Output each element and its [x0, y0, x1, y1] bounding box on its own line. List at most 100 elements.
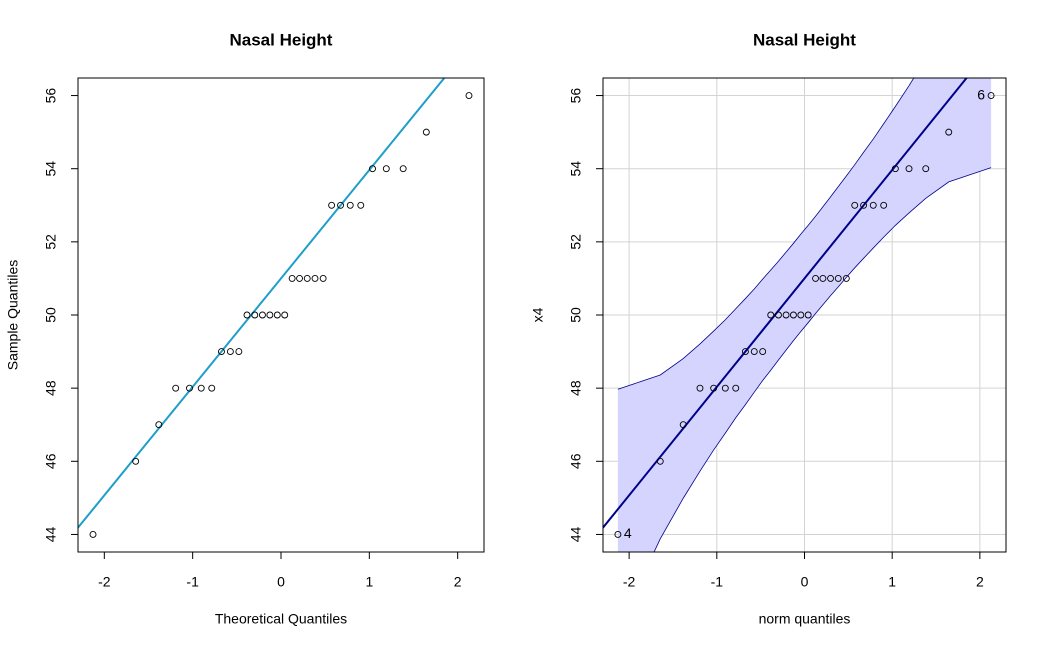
- data-point: [782, 311, 790, 319]
- envelope-upper: [617, 78, 915, 390]
- x-tick-label: -1: [186, 574, 199, 590]
- data-point: [812, 274, 819, 282]
- data-point: [905, 165, 913, 173]
- data-point: [819, 274, 827, 282]
- y-tick-label: 48: [568, 380, 584, 396]
- x-axis-label: norm quantiles: [759, 611, 851, 627]
- data-point: [750, 348, 758, 356]
- y-tick-label: 50: [43, 307, 59, 323]
- data-point: [775, 311, 782, 319]
- y-tick-label: 56: [43, 88, 59, 104]
- y-tick-label: 48: [43, 380, 59, 396]
- data-point: [465, 92, 473, 100]
- data-point: [891, 165, 899, 173]
- x-tick-label: 0: [277, 574, 285, 590]
- data-point: [172, 384, 180, 392]
- data-point: [797, 311, 805, 319]
- data-point: [319, 274, 327, 282]
- data-point: [155, 421, 163, 429]
- envelope-lower: [653, 167, 992, 552]
- data-point: [266, 311, 274, 319]
- x-tick-label: -2: [98, 574, 111, 590]
- data-point: [422, 128, 430, 136]
- data-point: [827, 274, 834, 282]
- data-point: [987, 92, 995, 100]
- x-tick-label: 1: [365, 574, 373, 590]
- y-axis-label: Sample Quantiles: [5, 260, 21, 371]
- data-point: [89, 530, 97, 538]
- data-point: [842, 274, 850, 282]
- data-point: [382, 165, 390, 173]
- data-point: [399, 165, 407, 173]
- data-point: [303, 274, 311, 282]
- data-point: [226, 348, 234, 356]
- data-point: [710, 384, 718, 392]
- data-point: [197, 384, 205, 392]
- data-point: [243, 311, 251, 319]
- data-point: [369, 165, 376, 173]
- data-point: [656, 457, 664, 465]
- x-tick-label: -1: [711, 574, 724, 590]
- data-point: [208, 384, 216, 392]
- x-axis-label: Theoretical Quantiles: [215, 611, 347, 627]
- data-point: [834, 274, 842, 282]
- x-tick-label: 2: [454, 574, 462, 590]
- data-point: [922, 165, 930, 173]
- plot-area: [78, 78, 446, 529]
- x-tick-label: 0: [801, 574, 809, 590]
- y-tick-label: 44: [43, 526, 59, 542]
- data-point: [132, 457, 140, 465]
- x-tick-label: -2: [623, 574, 636, 590]
- y-tick-label: 44: [568, 526, 584, 542]
- data-point: [880, 201, 888, 209]
- data-point: [337, 201, 344, 209]
- y-tick-label: 56: [568, 88, 584, 104]
- reference-line: [78, 78, 446, 529]
- data-point: [851, 201, 859, 209]
- panel: Nasal Height Theoretical Quantiles Sample …: [5, 30, 485, 627]
- y-tick-label: 52: [568, 234, 584, 250]
- reference-line: [603, 78, 968, 529]
- plot-frame: [602, 77, 1007, 553]
- plot-frame: [77, 77, 485, 553]
- data-point: [614, 530, 622, 538]
- plot-area: [603, 78, 992, 552]
- data-point: [273, 311, 281, 319]
- data-point: [869, 201, 877, 209]
- data-point: [357, 201, 365, 209]
- chart-title: Nasal Height: [230, 30, 333, 49]
- point-label: 6: [977, 86, 985, 102]
- data-point: [759, 348, 767, 356]
- y-axis-label: x4: [530, 307, 546, 322]
- y-tick-label: 46: [568, 453, 584, 469]
- data-point: [945, 128, 953, 136]
- data-point: [346, 201, 354, 209]
- data-point: [281, 311, 289, 319]
- y-tick-label: 50: [568, 307, 584, 323]
- y-tick-label: 54: [43, 161, 59, 177]
- chart-title: Nasal Height: [753, 30, 856, 49]
- y-tick-label: 54: [568, 161, 584, 177]
- data-point: [804, 311, 812, 319]
- data-point: [767, 311, 775, 319]
- point-label: 4: [624, 525, 632, 541]
- data-point: [258, 311, 266, 319]
- data-point: [218, 348, 225, 356]
- data-point: [288, 274, 296, 282]
- x-tick-label: 2: [976, 574, 984, 590]
- data-point: [296, 274, 304, 282]
- data-point: [790, 311, 797, 319]
- data-point: [732, 384, 740, 392]
- y-tick-label: 52: [43, 234, 59, 250]
- data-point: [251, 311, 259, 319]
- data-point: [186, 384, 193, 392]
- x-tick-label: 1: [888, 574, 896, 590]
- data-point: [679, 421, 687, 429]
- data-point: [328, 201, 336, 209]
- y-tick-label: 46: [43, 453, 59, 469]
- data-point: [235, 348, 243, 356]
- data-point: [696, 384, 704, 392]
- data-point: [721, 384, 729, 392]
